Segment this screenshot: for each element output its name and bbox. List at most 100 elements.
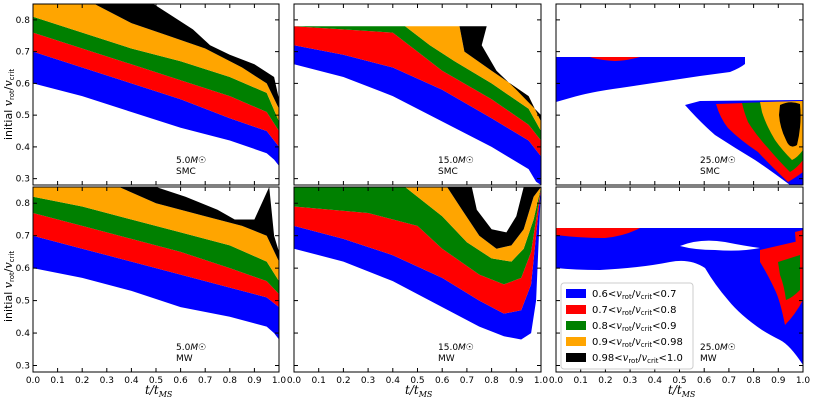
x-tick-label: 0.7 [722,376,736,386]
p3-red-cap [590,57,640,61]
p5-band-3 [294,187,541,285]
x-tick-label: 0.7 [460,376,474,386]
y-axis-title-bottom: initial vrot/vcrit [2,251,16,322]
x-tick-label: 0.9 [247,376,262,386]
x-tick-label: 0.2 [336,376,350,386]
p4-band-5 [33,187,279,262]
p6-white-gap [680,240,760,251]
y-tick-label: 0.4 [16,329,31,339]
x-tick-label: 0.6 [435,376,450,386]
p5-mass-label: 15.0M☉ [438,343,474,353]
x-tick-label: 0.8 [223,376,238,386]
panel-25msun-smc [556,57,803,185]
legend-label-5: 0.98<vrot/vcrit<1.0 [592,353,683,365]
p1-band-4 [33,4,279,122]
x-tick-label: 0.5 [149,376,163,386]
x-tick-label: 0.1 [312,376,326,386]
legend-swatch-3 [566,321,586,330]
panel-15msun-smc [294,26,541,185]
legend-swatch-2 [566,305,586,314]
p3-blue-band-upper [556,57,745,102]
p3-black-region [779,102,801,147]
legend-label-4: 0.9<vrot/vcrit<0.98 [592,337,683,349]
p1-band-5 [33,4,279,109]
y-tick-label: 0.7 [16,48,30,58]
legend-swatch-5 [566,353,586,362]
p4-band-4 [33,187,279,282]
x-tick-label: 1.0 [796,376,811,386]
legend: 0.6<vrot/vcrit<0.7 0.7<vrot/vcrit<0.8 0.8<… [560,282,694,370]
p2-band-4 [294,26,541,132]
x-axis-title-col2: t/tMS [405,383,433,399]
p5-band-1 [294,187,541,340]
p6-green-region [778,255,800,300]
p2-band-2 [294,26,541,157]
p1-band-2 [33,32,279,147]
x-tick-label: 0.4 [386,376,401,386]
panel-25msun-mw [556,228,803,365]
y-tick-label: 0.4 [16,143,31,153]
legend-label-2: 0.7<vrot/vcrit<0.8 [592,305,676,317]
x-tick-label: 1.0 [534,376,549,386]
x-tick-label: 0.5 [410,376,424,386]
y-axis-title-top: initial vrot/vcrit [2,69,16,140]
legend-label-1: 0.6<vrot/vcrit<0.7 [592,289,676,301]
panel-5msun-mw [33,187,279,340]
x-axis-title-col1: t/tMS [145,383,173,399]
x-tick-label: 0.0 [26,376,41,386]
x-tick-label: 0.9 [771,376,786,386]
p3-mass-label: 25.0M☉ [700,156,736,166]
y-tick-label: 0.6 [16,264,31,274]
x-tick-label: 1.0 [272,376,287,386]
x-tick-label: 0.7 [198,376,212,386]
x-tick-label: 0.5 [672,376,686,386]
p4-galaxy-label: MW [176,354,193,364]
x-tick-label: 0.2 [598,376,612,386]
x-tick-label: 0.3 [100,376,114,386]
x-tick-label: 0.2 [75,376,89,386]
p5-band-5 [294,187,541,249]
axis-ticks: 0.30.40.50.60.70.80.0 0.1 0.2 0.3 0.4 0.5 0.6 0… [16,4,811,386]
p6-blue-band [556,228,803,365]
x-tick-label: 0.6 [697,376,712,386]
panel-15msun-mw [294,187,541,340]
p4-mass-label: 5.0M☉ [176,343,206,353]
p5-galaxy-label: MW [438,354,455,364]
p3-galaxy-label: SMC [700,167,720,177]
p6-red-cap [556,228,640,238]
y-tick-label: 0.7 [16,232,30,242]
p6-mass-label: 25.0M☉ [700,343,736,353]
y-tick-label: 0.8 [16,16,31,26]
legend-swatch-4 [566,337,586,346]
panel-5msun-smc [33,4,279,166]
p5-band-2 [294,187,541,314]
legend-label-3: 0.8<vrot/vcrit<0.9 [592,321,676,333]
y-tick-label: 0.6 [16,79,31,89]
y-tick-label: 0.3 [16,362,30,372]
x-tick-label: 0.8 [484,376,499,386]
p1-galaxy-label: SMC [176,167,196,177]
p2-galaxy-label: SMC [438,167,458,177]
y-tick-label: 0.5 [16,111,30,121]
x-tick-label: 0.4 [124,376,139,386]
p2-band-3 [294,26,541,141]
x-axis-title-col3: t/tMS [668,383,696,399]
p4-band-2 [33,213,279,308]
y-tick-label: 0.3 [16,175,30,185]
x-tick-label: 0.1 [50,376,64,386]
x-tick-label: 0.4 [648,376,663,386]
p2-mass-label: 15.0M☉ [438,156,474,166]
y-tick-label: 0.8 [16,199,31,209]
p6-galaxy-label: MW [700,354,717,364]
p1-band-1 [33,51,279,166]
x-tick-label: 0.1 [574,376,588,386]
p2-band-1 [294,45,541,185]
p1-band-3 [33,16,279,132]
p1-mass-label: 5.0M☉ [176,156,206,166]
p6-red-tip [795,230,803,248]
p4-band-3 [33,196,279,295]
x-tick-label: 0.0 [549,376,564,386]
p5-band-4 [294,187,541,262]
legend-swatch-1 [566,289,586,298]
